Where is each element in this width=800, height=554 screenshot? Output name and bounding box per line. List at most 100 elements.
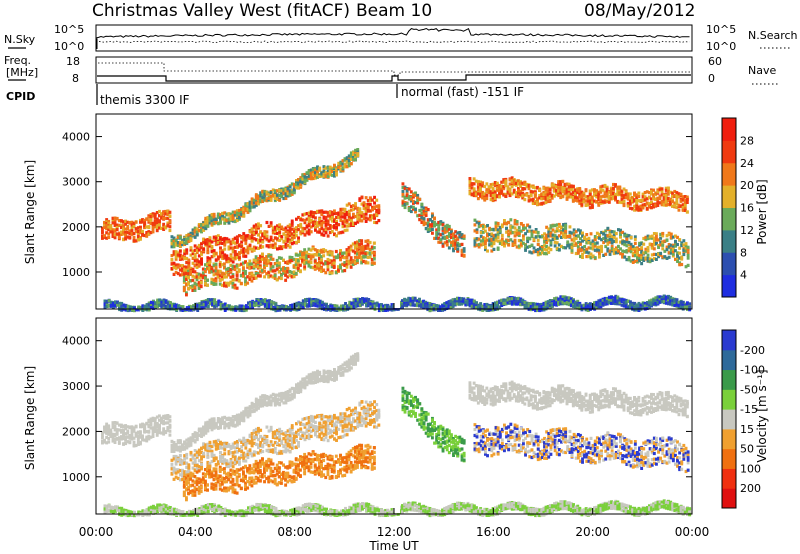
power-cell — [354, 153, 357, 157]
power-cell — [441, 232, 445, 236]
power-cell — [172, 265, 176, 269]
power-cell — [299, 263, 302, 267]
power-cell — [183, 267, 187, 271]
power-cell — [240, 245, 244, 249]
power-cell — [284, 278, 288, 282]
power-cell — [557, 248, 561, 252]
power-cell — [229, 275, 233, 279]
power-cell — [605, 189, 609, 193]
power-cell — [320, 248, 323, 252]
power-cell — [218, 269, 222, 273]
power-cell — [339, 231, 343, 235]
power-cell — [579, 254, 582, 259]
power-cell — [193, 248, 197, 252]
power-cell — [128, 235, 132, 239]
power-cell — [475, 230, 479, 234]
power-cell — [545, 248, 549, 252]
power-cell — [237, 268, 241, 272]
power-cell — [111, 221, 115, 225]
power-cell — [628, 206, 632, 210]
power-cell — [288, 185, 292, 189]
power-cell — [299, 218, 303, 222]
power-cell — [631, 198, 634, 202]
power-cell — [503, 244, 506, 248]
power-cell — [322, 250, 326, 254]
power-cell — [206, 251, 210, 255]
power-cell — [235, 286, 239, 290]
power-cell — [115, 232, 119, 236]
power-cell — [256, 257, 260, 261]
power-cell — [519, 239, 523, 243]
power-cell — [206, 304, 210, 309]
power-cell — [500, 184, 504, 188]
power-cell — [238, 244, 241, 248]
power-cell — [187, 272, 190, 276]
power-cell — [261, 240, 265, 244]
power-cell — [686, 263, 690, 267]
power-cell — [479, 224, 483, 228]
power-cell — [309, 257, 313, 261]
power-cell — [333, 164, 336, 168]
power-cell — [631, 251, 635, 255]
power-cell — [204, 226, 208, 230]
power-cell — [299, 183, 303, 187]
power-cell — [284, 226, 288, 230]
power-cell — [114, 300, 117, 304]
power-cell — [572, 228, 576, 232]
power-cell — [246, 210, 250, 214]
power-cell — [510, 185, 514, 189]
power-cell — [605, 199, 609, 203]
power-cell — [244, 272, 247, 276]
power-cell — [548, 195, 552, 199]
power-cell — [603, 195, 607, 199]
power-cell — [204, 218, 208, 222]
power-cell — [570, 238, 574, 242]
power-cell — [347, 262, 351, 266]
power-cell — [257, 301, 261, 305]
power-cell — [433, 221, 436, 225]
power-cell — [570, 246, 574, 250]
power-cell — [297, 215, 300, 220]
power-cell — [178, 249, 182, 253]
power-cell — [339, 212, 343, 216]
power-cell — [178, 235, 182, 239]
power-cell — [646, 234, 650, 238]
power-cell — [149, 303, 153, 307]
power-cell — [223, 243, 227, 247]
power-cell — [292, 191, 296, 195]
power-cell — [268, 303, 271, 307]
power-cell — [403, 205, 407, 210]
power-cell — [286, 239, 290, 243]
power-cell — [235, 236, 239, 240]
power-cell — [370, 245, 374, 249]
power-cell — [345, 250, 349, 254]
power-cell — [258, 270, 262, 274]
power-cell — [635, 193, 639, 197]
power-cell — [472, 193, 476, 198]
power-cell — [597, 203, 601, 207]
power-cell — [248, 204, 252, 208]
power-cell — [152, 303, 155, 307]
power-cell — [452, 232, 455, 236]
power-cell — [339, 215, 343, 219]
power-cell — [242, 252, 246, 256]
power-cell — [533, 186, 537, 190]
power-cell — [572, 239, 576, 243]
power-cell — [280, 276, 283, 281]
power-cell — [431, 231, 434, 235]
power-cell — [500, 223, 504, 227]
power-cell — [303, 175, 307, 179]
power-cell — [565, 196, 569, 201]
power-cell — [286, 243, 290, 248]
power-cell — [252, 231, 256, 235]
power-cell — [242, 232, 246, 236]
power-cell — [533, 200, 537, 204]
power-cell — [625, 244, 629, 248]
power-cell — [328, 214, 332, 218]
power-cell — [513, 238, 517, 242]
power-cell — [214, 266, 218, 270]
power-cell — [428, 228, 432, 232]
power-cell — [318, 257, 321, 261]
power-cell — [164, 216, 168, 220]
power-cell — [559, 182, 563, 186]
